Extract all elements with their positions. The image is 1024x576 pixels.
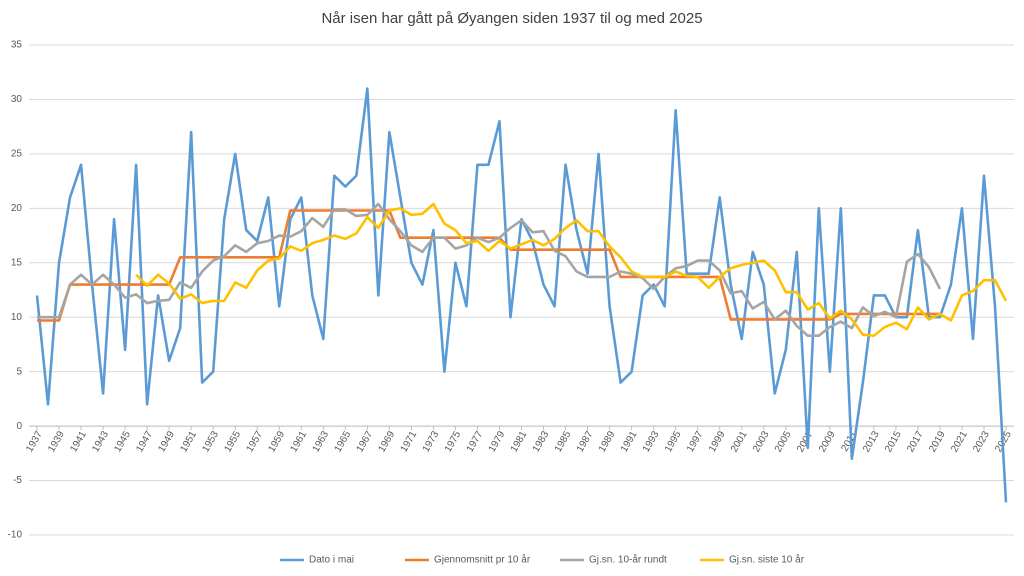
series-line <box>37 209 940 322</box>
y-tick-label: 0 <box>16 421 22 432</box>
legend-label: Gj.sn. 10-år rundt <box>589 554 667 566</box>
series-line <box>135 202 1008 338</box>
legend-label: Dato i mai <box>309 555 354 566</box>
y-tick-label: 10 <box>11 312 23 323</box>
y-tick-label: 25 <box>11 149 23 160</box>
y-tick-label: 15 <box>11 257 23 268</box>
series-line <box>37 202 942 338</box>
chart-title: Når isen har gått på Øyangen siden 1937 … <box>321 10 702 27</box>
legend-label: Gjennomsnitt pr 10 år <box>434 554 531 566</box>
y-tick-label: 35 <box>11 40 23 51</box>
legend-label: Gj.sn. siste 10 år <box>729 554 805 566</box>
y-tick-label: 20 <box>11 203 23 214</box>
y-tick-label: 30 <box>11 94 23 105</box>
y-tick-label: 5 <box>16 366 22 377</box>
y-tick-label: -5 <box>13 475 22 486</box>
y-tick-label: -10 <box>8 530 23 541</box>
